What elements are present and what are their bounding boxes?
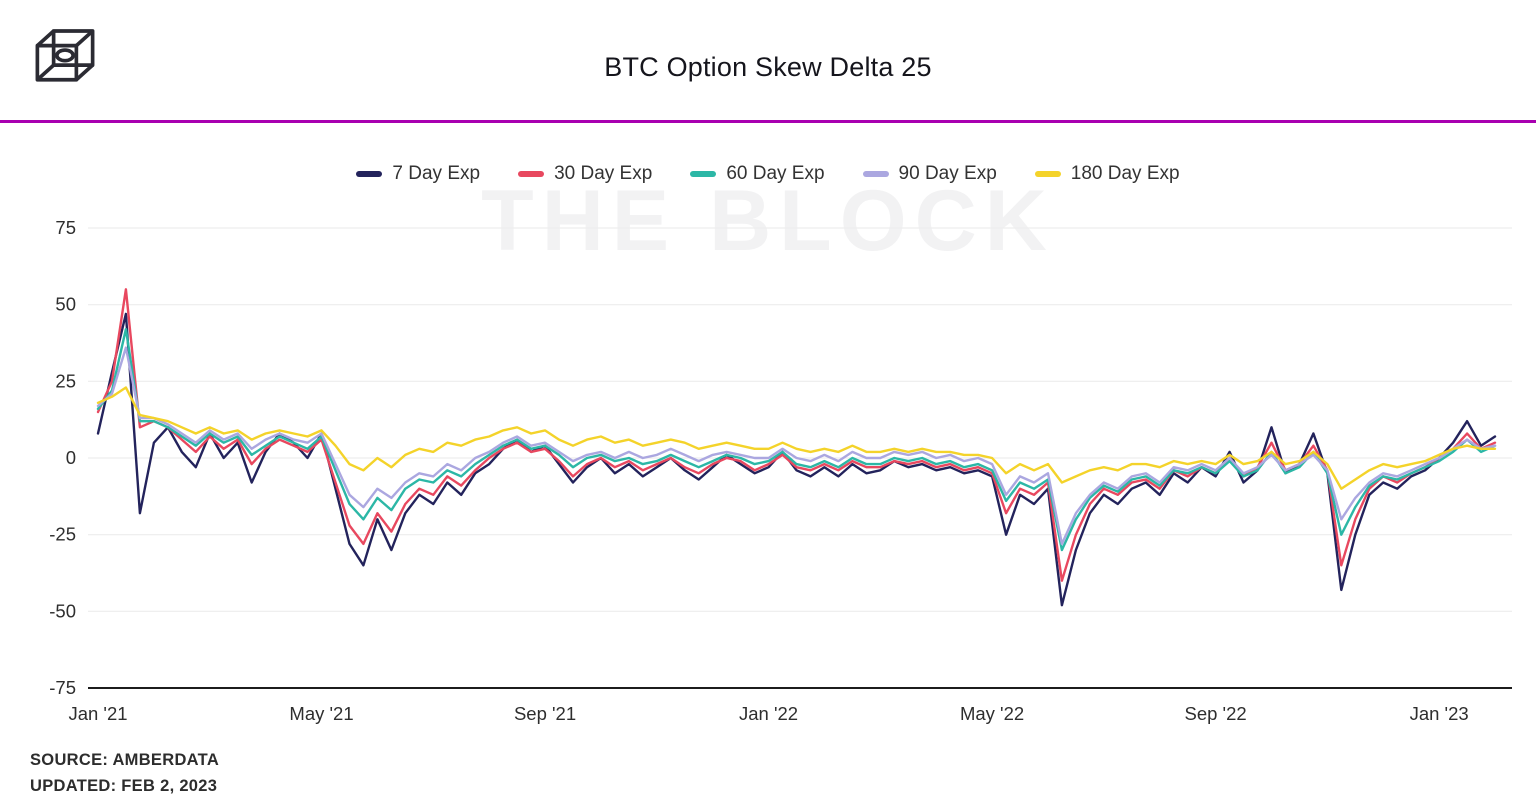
legend-item-7-day-exp[interactable]: 7 Day Exp: [356, 163, 480, 185]
x-tick-label: Jan '22: [739, 703, 798, 724]
legend-label: 180 Day Exp: [1070, 163, 1180, 184]
y-tick-label: 75: [55, 217, 76, 238]
legend-swatch-60-day-exp: [690, 171, 717, 177]
watermark: THE BLOCK: [481, 173, 1055, 269]
legend-swatch-7-day-exp: [356, 171, 383, 177]
the-block-logo: [35, 29, 95, 82]
series-line-30-day-exp: [96, 288, 1497, 582]
y-tick-label: -75: [49, 677, 76, 698]
legend-swatch-90-day-exp: [862, 171, 889, 177]
logo-edge: [75, 29, 94, 47]
logo-edge: [36, 29, 55, 47]
x-tick-label: May '22: [960, 703, 1024, 724]
series-line-7-day-exp: [96, 312, 1497, 607]
accent-divider: [0, 120, 1536, 123]
legend-swatch-30-day-exp: [518, 171, 545, 177]
chart-legend: 7 Day Exp 30 Day Exp 60 Day Exp 90 Day Exp 1…: [0, 163, 1536, 185]
y-tick-label: -50: [49, 600, 76, 621]
x-tick-label: Jan '23: [1410, 703, 1469, 724]
y-tick-label: -25: [49, 524, 76, 545]
page-title: BTC Option Skew Delta 25: [604, 52, 932, 82]
legend-label: 90 Day Exp: [898, 163, 997, 184]
legend-label: 30 Day Exp: [554, 163, 653, 184]
chart-area: 75 50 25 0 -25 -50 -75 Jan '21 May '21 Sep '21 Jan…: [0, 200, 1536, 745]
y-tick-label: 0: [66, 447, 76, 468]
logo-oval: [55, 48, 75, 63]
legend-item-30-day-exp[interactable]: 30 Day Exp: [518, 163, 652, 185]
logo-edge: [75, 63, 94, 82]
x-tick-label: Jan '21: [68, 703, 127, 724]
series-line-90-day-exp: [96, 346, 1497, 546]
x-tick-label: May '21: [289, 703, 353, 724]
logo-edge: [36, 63, 55, 82]
updated-label: UPDATED: FEB 2, 2023: [30, 776, 218, 795]
chart-footer: SOURCE: AMBERDATA UPDATED: FEB 2, 2023: [30, 748, 219, 799]
legend-swatch-180-day-exp: [1034, 171, 1061, 177]
x-tick-label: Sep '22: [1185, 703, 1247, 724]
legend-item-180-day-exp[interactable]: 180 Day Exp: [1034, 163, 1180, 185]
legend-item-90-day-exp[interactable]: 90 Day Exp: [862, 163, 997, 185]
y-tick-label: 25: [55, 370, 76, 391]
series-line-180-day-exp: [96, 386, 1497, 490]
legend-item-60-day-exp[interactable]: 60 Day Exp: [690, 163, 825, 185]
source-label: SOURCE: AMBERDATA: [30, 751, 220, 769]
series-line-60-day-exp: [96, 327, 1497, 552]
legend-label: 60 Day Exp: [726, 163, 825, 184]
skew-line-chart: 75 50 25 0 -25 -50 -75 Jan '21 May '21 Sep '21 Jan…: [49, 217, 1512, 724]
y-tick-label: 50: [55, 294, 76, 315]
x-tick-label: Sep '21: [514, 703, 576, 724]
legend-label: 7 Day Exp: [392, 163, 481, 184]
